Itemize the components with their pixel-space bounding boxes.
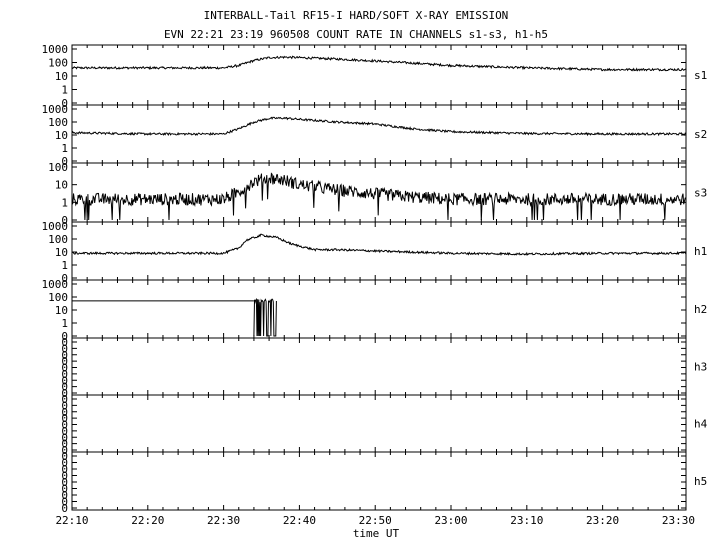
y-tick-label: 0 <box>61 349 68 362</box>
y-tick-label: 0 <box>61 450 68 463</box>
y-tick-label: 0 <box>61 387 68 400</box>
panel-frame <box>71 337 687 396</box>
y-tick-label: 0 <box>61 214 68 227</box>
y-tick-label: 0 <box>61 489 68 502</box>
chart-title: INTERBALL-Tail RF15-I HARD/SOFT X-RAY EM… <box>204 9 509 22</box>
y-tick-label: 0 <box>61 381 68 394</box>
y-tick-label: 0 <box>61 155 68 168</box>
y-tick-label: 0 <box>61 502 68 515</box>
y-tick-label: 10 <box>55 70 68 83</box>
y-tick-label: 0 <box>61 399 68 412</box>
y-tick-label: 10 <box>55 129 68 142</box>
y-tick-label: 0 <box>61 336 68 349</box>
y-tick-label: 0 <box>61 362 68 375</box>
x-tick-label: 22:30 <box>207 514 240 527</box>
y-tick-label: 100 <box>48 233 68 246</box>
panel-frame <box>71 279 687 339</box>
panel-frame <box>71 394 687 453</box>
chart-subtitle: EVN 22:21 23:19 960508 COUNT RATE IN CHA… <box>164 28 548 41</box>
channel-label-s3: s3 <box>694 187 707 200</box>
y-tick-label: 0 <box>61 419 68 432</box>
y-tick-label: 0 <box>61 342 68 355</box>
series-burst-h2 <box>253 297 277 337</box>
y-tick-label: 0 <box>61 425 68 438</box>
y-tick-label: 10 <box>55 246 68 259</box>
channel-label-s1: s1 <box>694 69 707 82</box>
x-tick-label: 23:10 <box>510 514 543 527</box>
x-tick-label: 22:50 <box>359 514 392 527</box>
x-tick-label: 23:00 <box>434 514 467 527</box>
x-axis-label: time UT <box>353 527 400 540</box>
panel-frame <box>71 44 687 106</box>
channel-label-h1: h1 <box>694 245 707 258</box>
x-tick-label: 22:20 <box>131 514 164 527</box>
y-tick-label: 0 <box>61 272 68 285</box>
channel-label-s2: s2 <box>694 128 707 141</box>
y-tick-label: 1 <box>61 142 68 155</box>
y-tick-label: 0 <box>61 412 68 425</box>
x-tick-label: 22:10 <box>55 514 88 527</box>
channel-label-h4: h4 <box>694 418 708 431</box>
y-tick-label: 1000 <box>42 103 69 116</box>
y-tick-label: 0 <box>61 355 68 368</box>
series-line-s1 <box>71 55 687 72</box>
y-tick-label: 0 <box>61 438 68 451</box>
x-tick-label: 23:20 <box>586 514 619 527</box>
y-tick-label: 0 <box>61 368 68 381</box>
y-tick-label: 0 <box>61 444 68 457</box>
x-tick-label: 23:30 <box>662 514 695 527</box>
y-tick-label: 1000 <box>42 43 69 56</box>
y-tick-label: 100 <box>48 291 68 304</box>
y-tick-label: 0 <box>61 470 68 483</box>
y-tick-label: 100 <box>48 57 68 70</box>
y-tick-label: 0 <box>61 330 68 343</box>
y-tick-label: 1 <box>61 259 68 272</box>
y-tick-label: 0 <box>61 393 68 406</box>
channel-label-h5: h5 <box>694 475 707 488</box>
y-tick-label: 10 <box>55 304 68 317</box>
y-tick-label: 0 <box>61 496 68 509</box>
panel-stack: 10001001010s110001001010s21001010s310001… <box>42 43 708 515</box>
y-tick-label: 0 <box>61 431 68 444</box>
panel-frame <box>71 451 687 511</box>
y-tick-label: 10 <box>55 179 68 192</box>
series-line-s2 <box>71 116 687 137</box>
y-tick-label: 0 <box>61 476 68 489</box>
y-tick-label: 0 <box>61 463 68 476</box>
y-tick-label: 1000 <box>42 278 69 291</box>
y-tick-label: 1000 <box>42 220 69 233</box>
y-tick-label: 1 <box>61 196 68 209</box>
y-tick-label: 0 <box>61 374 68 387</box>
y-tick-label: 0 <box>61 97 68 110</box>
channel-label-h3: h3 <box>694 361 707 374</box>
series-line-s3 <box>71 172 687 221</box>
y-tick-label: 100 <box>48 116 68 129</box>
x-axis: 22:10 22:20 22:30 22:40 22:50 23:00 23:10 23:20… <box>55 514 695 527</box>
x-tick-label: 22:40 <box>283 514 316 527</box>
y-tick-label: 0 <box>61 457 68 470</box>
y-tick-label: 100 <box>48 161 68 174</box>
y-tick-label: 0 <box>61 483 68 496</box>
y-tick-label: 1 <box>61 84 68 97</box>
series-line-h1 <box>71 233 687 256</box>
y-tick-label: 0 <box>61 406 68 419</box>
channel-label-h2: h2 <box>694 303 707 316</box>
y-tick-label: 1 <box>61 317 68 330</box>
